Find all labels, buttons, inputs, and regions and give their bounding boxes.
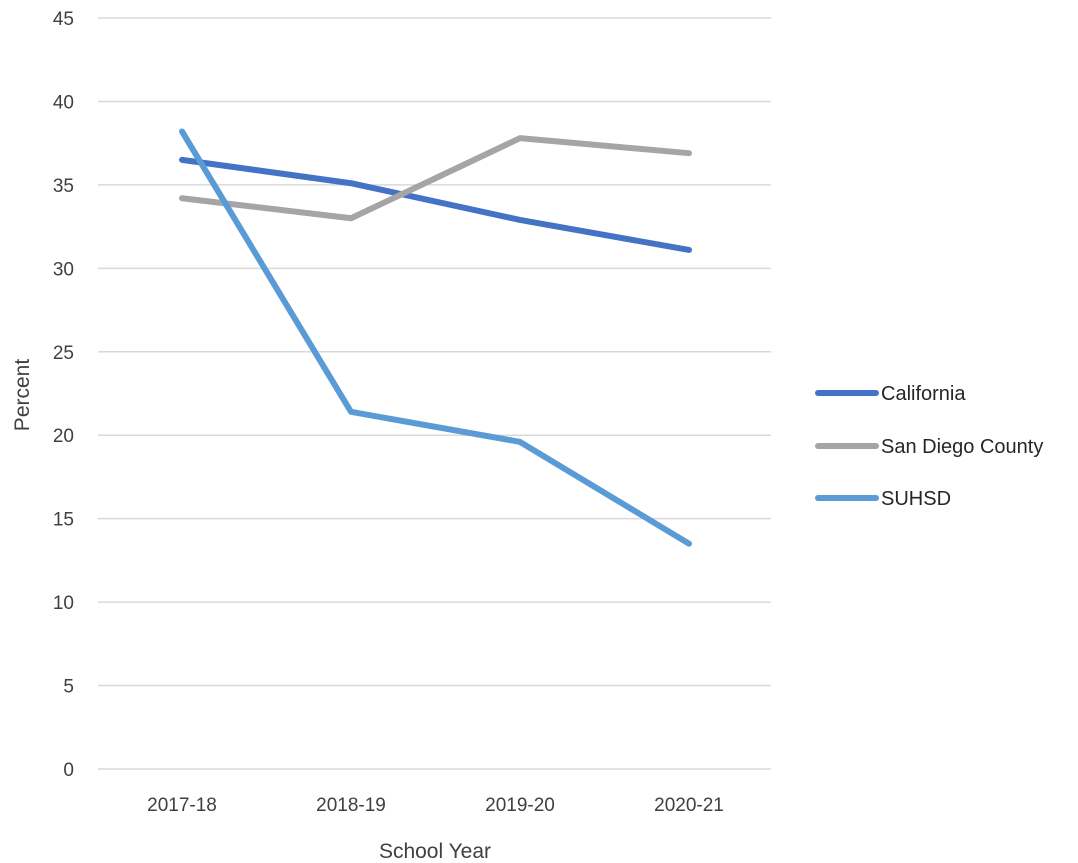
x-tick-label: 2017-18 [147, 795, 217, 816]
x-tick-label: 2020-21 [654, 795, 724, 816]
series-lines [179, 128, 692, 547]
legend-label: California [881, 383, 966, 405]
y-tick-label: 25 [53, 343, 74, 364]
y-tick-label: 20 [53, 426, 74, 447]
legend-label: San Diego County [881, 436, 1043, 458]
y-axis-title: Percent [11, 359, 34, 432]
x-tick-label: 2019-20 [485, 795, 555, 816]
x-axis-title: School Year [379, 840, 491, 863]
x-tick-label: 2018-19 [316, 795, 386, 816]
series-line-suhsd [179, 128, 692, 547]
y-tick-label: 10 [53, 593, 74, 614]
y-tick-label: 30 [53, 259, 74, 280]
series-line-california [179, 156, 692, 253]
legend-label: SUHSD [881, 488, 951, 510]
y-axis-ticks: 0 5 10 15 20 25 30 35 40 45 [53, 9, 74, 781]
gridlines [98, 17, 771, 770]
y-tick-label: 35 [53, 176, 74, 197]
y-tick-label: 40 [53, 92, 74, 113]
x-axis-ticks: 2017-18 2018-19 2019-20 2020-21 [147, 795, 724, 816]
series-line-san-diego-county [179, 135, 692, 222]
y-tick-label: 0 [63, 760, 74, 781]
y-tick-label: 15 [53, 510, 74, 531]
y-tick-label: 45 [53, 9, 74, 30]
y-tick-label: 5 [63, 677, 74, 698]
legend: California San Diego County SUHSD [815, 383, 1043, 510]
